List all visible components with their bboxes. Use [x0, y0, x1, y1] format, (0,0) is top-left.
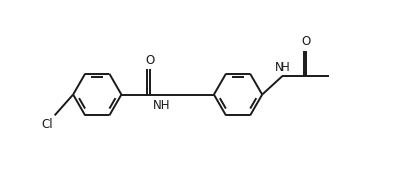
Text: Cl: Cl [41, 118, 53, 131]
Text: O: O [302, 35, 311, 48]
Text: H: H [280, 61, 289, 74]
Text: N: N [275, 61, 284, 74]
Text: NH: NH [153, 99, 171, 112]
Text: O: O [145, 54, 154, 67]
